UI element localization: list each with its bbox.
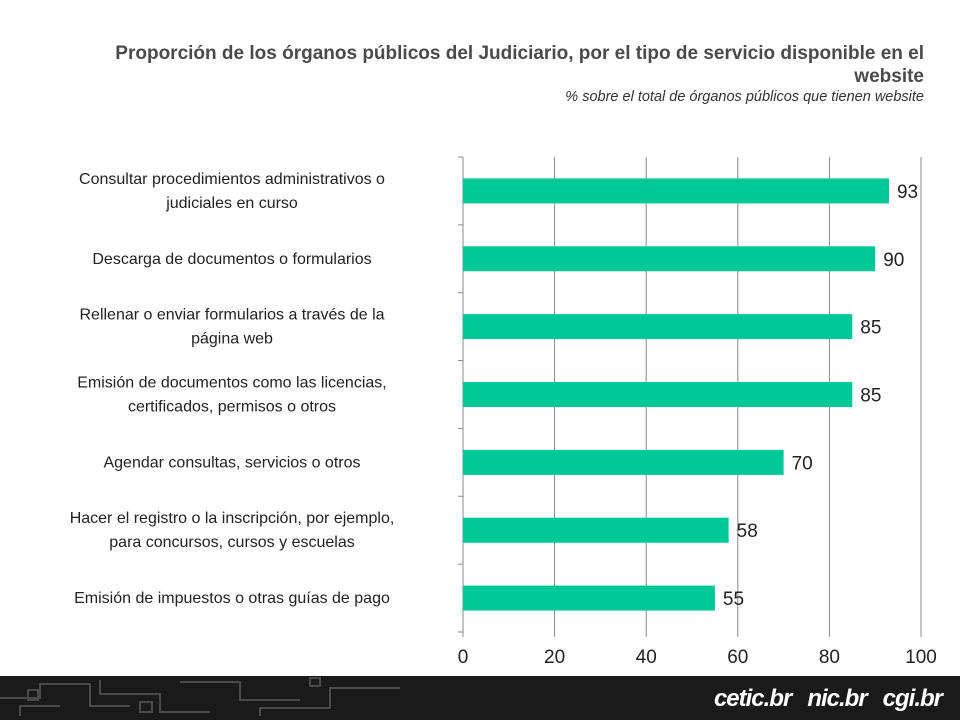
- x-tick-label: 20: [544, 647, 565, 668]
- circuit-pattern-decoration: [0, 677, 400, 716]
- category-label: Emisión de documentos como las licencias…: [77, 375, 386, 416]
- bar-chart: 0 20 40 60 80 100 93 Consultar procedimientos a…: [70, 156, 937, 668]
- cgi-logo: cgi.br: [882, 685, 943, 712]
- bar: [463, 517, 729, 543]
- category-label-line: página web: [191, 331, 273, 348]
- category-label-line: Descarga de documentos o formularios: [92, 251, 371, 268]
- category-label-line: Emisión de documentos como las licencias…: [77, 375, 386, 392]
- data-label: 58: [737, 521, 758, 542]
- bar: [463, 449, 784, 475]
- bar: [463, 585, 715, 611]
- category-label-line: para concursos, cursos y escuelas: [109, 534, 354, 551]
- x-tick-label: 0: [458, 647, 469, 668]
- category-label-line: Agendar consultas, servicios o otros: [103, 454, 360, 471]
- logo-group: cetic.br nic.br cgi.br: [713, 684, 943, 714]
- category-label-line: Hacer el registro o la inscripción, por …: [70, 510, 395, 527]
- category-label-line: Rellenar o enviar formularios a través d…: [79, 307, 384, 324]
- category-label-line: judiciales en curso: [165, 195, 298, 212]
- footer-bar: cetic.br nic.br cgi.br: [0, 676, 960, 720]
- chart-header: Proporción de los órganos públicos del J…: [104, 42, 924, 105]
- chart-title: Proporción de los órganos públicos del J…: [115, 43, 924, 87]
- chart-subtitle: % sobre el total de órganos públicos que…: [565, 89, 924, 105]
- category-label-line: Consultar procedimientos administrativos…: [79, 171, 385, 188]
- data-label: 90: [883, 250, 904, 271]
- category-label: Emisión de impuestos o otras guías de pa…: [74, 590, 390, 607]
- category-label: Descarga de documentos o formularios: [92, 251, 371, 268]
- cetic-logo: cetic.br: [713, 685, 792, 712]
- bar: [463, 246, 876, 272]
- nic-logo: nic.br: [807, 685, 867, 712]
- x-tick-label: 40: [636, 647, 657, 668]
- x-tick-label: 80: [819, 647, 840, 668]
- category-label: Rellenar o enviar formularios a través d…: [79, 307, 384, 348]
- category-label: Consultar procedimientos administrativos…: [79, 171, 385, 212]
- category-label: Hacer el registro o la inscripción, por …: [70, 510, 395, 551]
- data-label: 85: [860, 386, 881, 407]
- bar: [463, 178, 889, 204]
- data-label: 93: [897, 182, 918, 203]
- x-tick-label: 100: [905, 647, 937, 668]
- category-label: Agendar consultas, servicios o otros: [103, 454, 360, 471]
- data-label: 70: [792, 453, 813, 474]
- bar: [463, 382, 853, 407]
- category-label-line: certificados, permisos o otros: [128, 399, 336, 416]
- data-label: 55: [723, 589, 744, 610]
- x-tick-label: 60: [727, 647, 748, 668]
- category-label-line: Emisión de impuestos o otras guías de pa…: [74, 590, 390, 607]
- data-label: 85: [860, 318, 881, 339]
- bar: [463, 314, 853, 340]
